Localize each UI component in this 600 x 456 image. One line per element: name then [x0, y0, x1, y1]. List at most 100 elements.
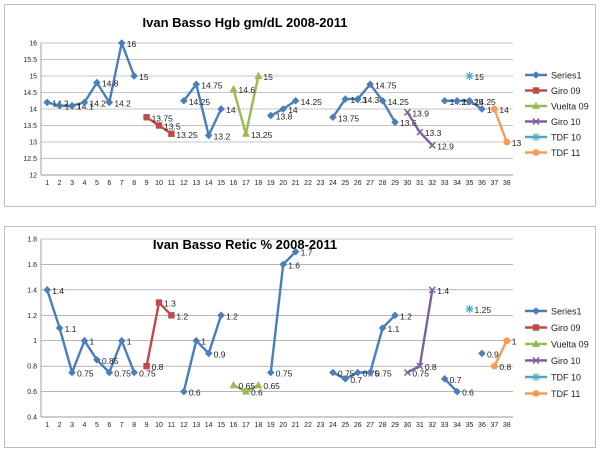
data-point: [366, 80, 374, 89]
x-tick-label: 16: [230, 180, 238, 187]
legend-item: Series1: [525, 307, 582, 317]
series-vuelta-09: 14.6 13.25 15: [229, 71, 273, 140]
data-point: [55, 324, 64, 332]
legend-label: Giro 10: [551, 356, 581, 366]
series-line: [406, 289, 434, 374]
legend-label: Series1: [551, 307, 582, 317]
data-label: 0.65: [239, 381, 256, 391]
y-tick-label: 1.2: [27, 313, 37, 320]
data-label: 1.1: [388, 324, 400, 334]
data-label: 0.8: [425, 362, 437, 372]
data-label: 1: [201, 337, 206, 347]
data-point: [180, 387, 188, 396]
series-series1: 14.214.114.114.214.814.2161514.2514.7513…: [43, 39, 497, 141]
series-giro-10: 0.750.8 1.4: [403, 286, 449, 379]
x-tick-label: 5: [95, 422, 99, 429]
data-label: 1: [512, 337, 517, 347]
data-label: 14.6: [239, 85, 256, 95]
series-giro-09: 0.8 1.31.2: [143, 299, 189, 372]
data-point: [229, 381, 238, 389]
data-label: 1.25: [475, 305, 492, 315]
series-line: [182, 314, 223, 392]
data-point: [503, 337, 511, 345]
series-tdf-10: 15: [465, 72, 484, 82]
data-label: 13: [512, 138, 522, 148]
data-label: 15: [263, 72, 273, 82]
data-point: [254, 71, 263, 79]
data-point: [105, 368, 114, 377]
x-tick-label: 27: [366, 180, 374, 187]
data-label: 12.9: [437, 141, 454, 151]
data-point: [503, 138, 511, 146]
data-label: 15: [139, 72, 149, 82]
data-point: [68, 368, 76, 377]
x-tick-label: 22: [304, 180, 312, 187]
series-line: [46, 289, 136, 374]
x-tick-label: 1: [45, 422, 49, 429]
y-tick-label: 0.6: [27, 389, 37, 396]
x-tick-label: 30: [404, 422, 412, 429]
legend-swatch-marker: [532, 356, 540, 365]
data-point: [378, 96, 387, 105]
data-label: 14: [226, 105, 236, 115]
data-point: [143, 362, 150, 370]
series-series1: 1.4 1.1 0.75 1 0.85 0.75 1 0.75 0.6 1 0.9 1.2 0.75 1.…: [43, 248, 499, 398]
data-point: [490, 105, 498, 113]
legend-item: TDF 11: [525, 148, 580, 158]
y-tick-label: 15: [29, 74, 37, 81]
x-tick-label: 3: [70, 422, 74, 429]
x-tick-label: 4: [83, 180, 87, 187]
data-label: 0.6: [462, 388, 474, 398]
x-tick-label: 18: [254, 422, 262, 429]
x-tick-label: 36: [478, 422, 486, 429]
data-point: [254, 381, 263, 389]
legend-swatch-marker: [532, 87, 540, 94]
data-label: 0.6: [251, 388, 263, 398]
data-label: 14.75: [201, 80, 223, 90]
data-label: 14.2: [89, 98, 106, 108]
x-tick-label: 18: [254, 180, 262, 187]
series-line: [46, 41, 136, 107]
legend-item: Vuelta 09: [525, 340, 589, 350]
legend-item: TDF 10: [525, 133, 581, 143]
data-point: [428, 286, 436, 294]
data-label: 0.8: [152, 362, 164, 372]
data-point: [428, 141, 436, 149]
data-point: [403, 108, 411, 116]
data-label: 0.75: [338, 369, 355, 379]
x-tick-label: 7: [120, 180, 124, 187]
data-point: [143, 114, 150, 121]
data-label: 14: [499, 105, 509, 115]
x-tick-label: 8: [132, 422, 136, 429]
data-label: 1.6: [288, 260, 300, 270]
y-tick-label: 1: [33, 338, 37, 345]
x-tick-label: 13: [192, 180, 200, 187]
data-point: [291, 96, 300, 105]
x-tick-label: 33: [441, 180, 449, 187]
y-tick-label: 13: [29, 140, 37, 147]
legend-item: Giro 09: [525, 323, 581, 333]
legend-swatch-marker: [532, 117, 540, 126]
data-point: [168, 312, 175, 319]
legend-label: Giro 10: [551, 117, 581, 127]
data-label: 0.85: [102, 356, 119, 366]
legend-item: Giro 10: [525, 117, 581, 127]
legend-item: TDF 11: [525, 389, 580, 399]
data-point: [155, 299, 163, 306]
data-point: [130, 368, 138, 377]
x-tick-label: 27: [366, 422, 374, 429]
data-label: 13.75: [152, 113, 174, 123]
x-tick-label: 38: [503, 180, 511, 187]
data-label: 14.1: [77, 102, 94, 112]
x-tick-label: 37: [490, 422, 498, 429]
hgb-chart-svg: Ivan Basso Hgb gm/dL 2008-2011 1212.5131…: [23, 15, 588, 187]
data-point: [68, 101, 76, 110]
data-label: 14.25: [475, 97, 497, 107]
x-tick-label: 9: [145, 422, 149, 429]
x-tick-label: 24: [329, 422, 337, 429]
data-label: 0.75: [375, 369, 392, 379]
series-vuelta-09: 0.650.60.65: [229, 381, 280, 398]
x-tick-label: 19: [267, 180, 275, 187]
data-label: 14.25: [450, 97, 472, 107]
data-label: 14.3: [363, 95, 380, 105]
